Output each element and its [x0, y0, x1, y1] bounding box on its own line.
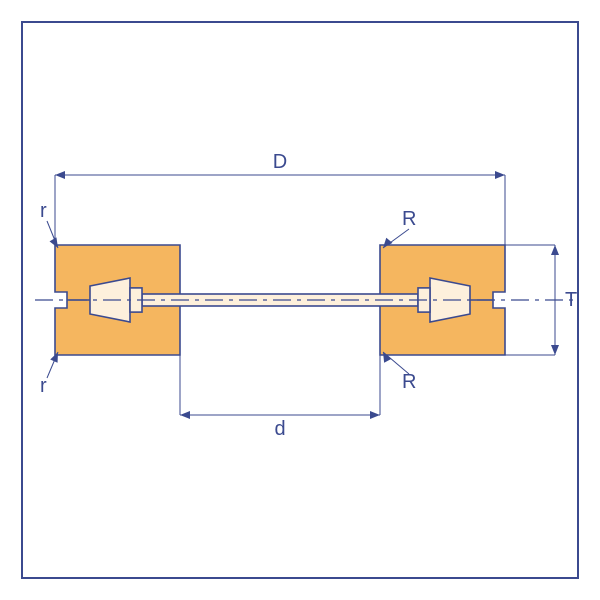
dim-label-d: d: [274, 418, 285, 440]
dim-label-R-top: R: [402, 208, 416, 230]
arrowhead-icon: [50, 237, 58, 248]
arrowhead-icon: [551, 245, 559, 255]
arrowhead-icon: [50, 352, 58, 363]
arrowhead-icon: [551, 345, 559, 355]
arrowhead-icon: [55, 171, 65, 179]
dim-label-r-top: r: [40, 200, 47, 222]
dim-label-T: T: [565, 289, 577, 311]
dim-label-D: D: [273, 151, 287, 173]
dim-label-R-bottom: R: [402, 371, 416, 393]
arrowhead-icon: [180, 411, 190, 419]
bearing-diagram: Dd Tr r R R: [0, 0, 600, 600]
dim-label-r-bottom: r: [40, 375, 47, 397]
arrowhead-icon: [495, 171, 505, 179]
arrowhead-icon: [370, 411, 380, 419]
